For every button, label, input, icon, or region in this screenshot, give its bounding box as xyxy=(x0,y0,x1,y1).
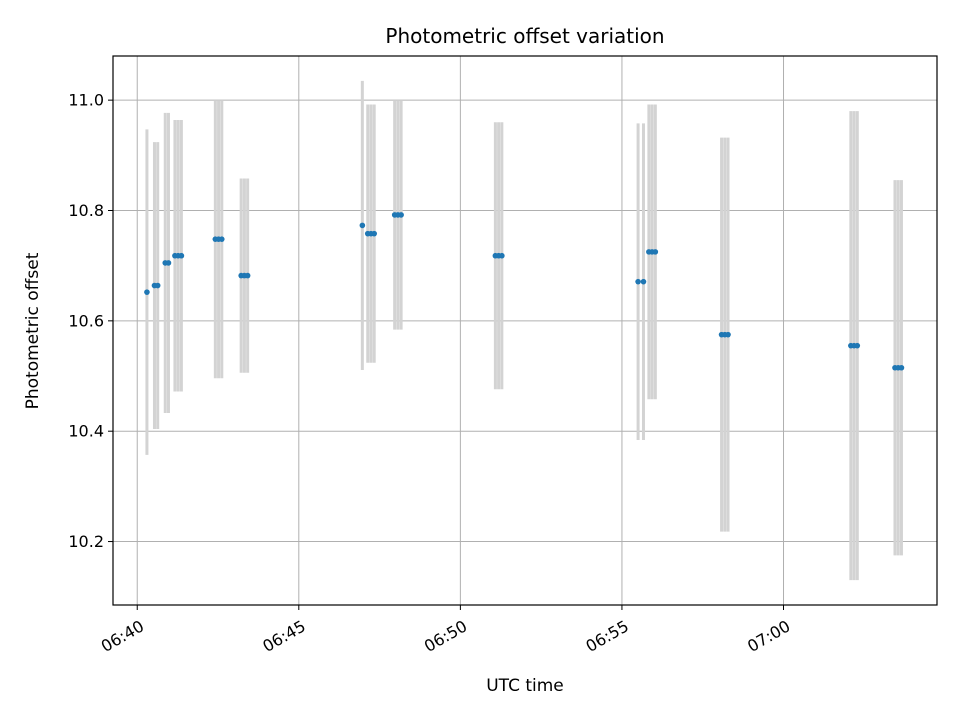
y-tick-label: 10.4 xyxy=(68,422,104,441)
grid-lines xyxy=(113,56,937,605)
data-point xyxy=(725,331,731,338)
data-point xyxy=(635,278,641,285)
data-point xyxy=(144,289,150,295)
data-point xyxy=(640,278,647,285)
data-point xyxy=(359,222,366,229)
y-tick-label: 10.6 xyxy=(68,311,104,330)
chart-title: Photometric offset variation xyxy=(385,24,664,48)
data-point xyxy=(652,249,659,255)
y-axis-title: Photometric offset xyxy=(23,252,43,409)
data-point xyxy=(218,236,225,242)
y-axis-ticks: 10.2 10.4 10.6 10.8 11.0 xyxy=(68,91,113,551)
plot-frame xyxy=(112,55,938,606)
y-tick-label: 10.8 xyxy=(68,201,104,220)
data-point xyxy=(165,260,172,266)
data-points xyxy=(144,212,905,371)
x-axis-title: UTC time xyxy=(486,676,564,696)
data-point xyxy=(371,230,378,237)
data-point xyxy=(178,252,185,259)
data-point xyxy=(898,364,905,371)
data-point xyxy=(854,342,861,349)
data-point xyxy=(398,212,404,218)
y-tick-label: 10.2 xyxy=(68,532,104,551)
y-tick-label: 11.0 xyxy=(68,91,104,110)
data-point xyxy=(154,282,161,289)
data-point xyxy=(244,272,251,279)
data-point xyxy=(499,252,505,259)
